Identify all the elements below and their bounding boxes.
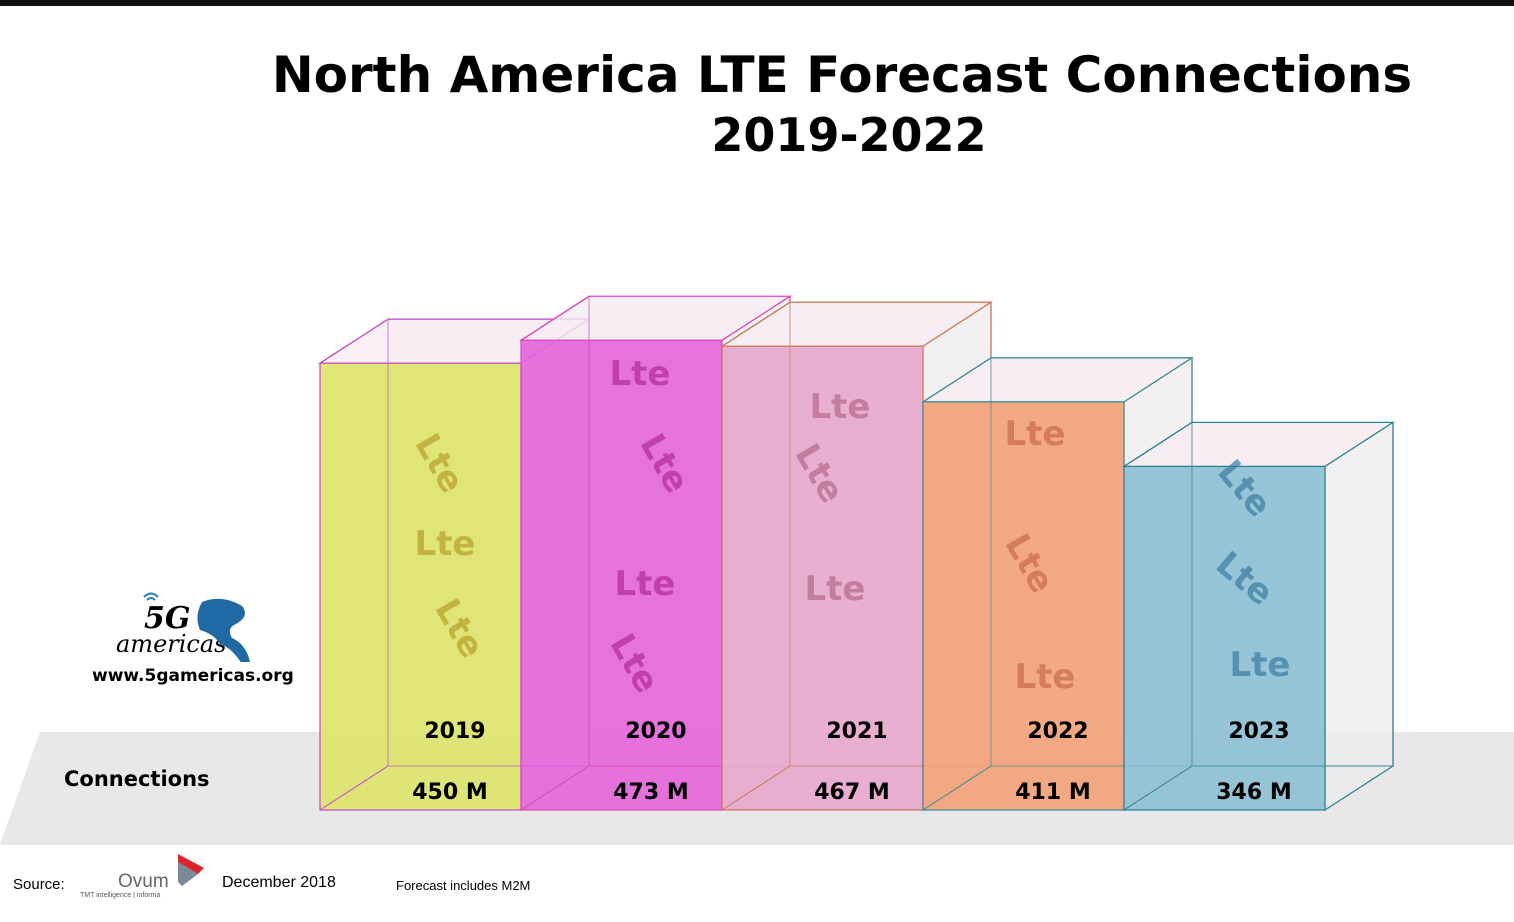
value-label: 346 M xyxy=(1216,780,1291,805)
bar-edge xyxy=(1123,421,1193,467)
bar-bottom-edge xyxy=(721,765,791,811)
5g-americas-logo-graphic: 5G americas xyxy=(116,592,250,664)
source-label: Source: xyxy=(13,876,65,893)
year-label: 2020 xyxy=(625,719,686,744)
bar-bottom-edge xyxy=(1123,765,1193,811)
year-label: 2023 xyxy=(1228,719,1289,744)
ovum-logo-mark xyxy=(178,854,204,886)
year-label: 2021 xyxy=(826,719,887,744)
website-url: www.5gamericas.org xyxy=(92,666,294,686)
bar-edge xyxy=(721,301,791,347)
bar-front-face xyxy=(721,345,924,811)
lte-logo: Lte xyxy=(805,569,866,609)
ovum-logo-subtitle: TMT intelligence | informa xyxy=(80,892,161,899)
lte-logo: Lte xyxy=(810,387,871,427)
lte-logo: Lte xyxy=(415,524,476,564)
bar-bottom-edge xyxy=(319,765,389,811)
bar-side-face xyxy=(1324,421,1394,812)
source-date: December 2018 xyxy=(222,874,336,891)
bar-edge xyxy=(520,295,590,341)
bar-front-face xyxy=(1123,465,1326,811)
value-label: 411 M xyxy=(1015,780,1090,805)
lte-logo: Lte xyxy=(610,354,671,394)
ovum-logo: Ovum xyxy=(118,871,169,892)
bar-front-face xyxy=(922,401,1125,811)
svg-text:5G: 5G xyxy=(144,601,191,636)
bar-edge xyxy=(922,357,992,403)
lte-logo: Lte xyxy=(1230,645,1291,685)
bar-edge xyxy=(319,318,389,364)
value-label: 473 M xyxy=(613,780,688,805)
value-label: 450 M xyxy=(412,780,487,805)
row-label-connections: Connections xyxy=(64,767,210,791)
lte-logo: Lte xyxy=(615,564,676,604)
bar-bottom-edge xyxy=(922,765,992,811)
5g-americas-logo: 5G americas xyxy=(92,592,292,667)
bar-front-face xyxy=(520,339,723,811)
bar-bottom-edge xyxy=(520,765,590,811)
forecast-note: Forecast includes M2M xyxy=(396,878,531,893)
chart-title: North America LTE Forecast Connections xyxy=(271,46,1413,104)
value-label: 467 M xyxy=(814,780,889,805)
lte-logo: Lte xyxy=(1005,414,1066,454)
year-label: 2019 xyxy=(424,719,485,744)
year-label: 2022 xyxy=(1027,719,1088,744)
top-border xyxy=(0,0,1514,6)
bar-front-face xyxy=(319,362,522,811)
svg-text:americas: americas xyxy=(116,630,226,658)
lte-logo: Lte xyxy=(1015,657,1076,697)
chart-subtitle: 2019-2022 xyxy=(711,108,987,162)
